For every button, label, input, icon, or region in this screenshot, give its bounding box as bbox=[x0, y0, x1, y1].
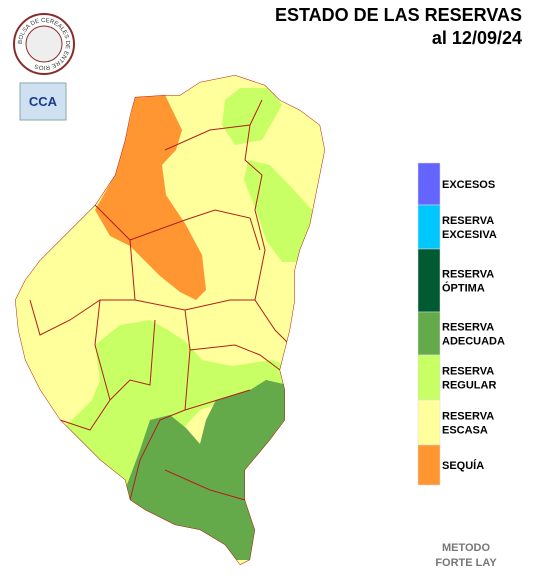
legend-label: ÓPTIMA bbox=[442, 282, 485, 295]
province-map bbox=[15, 75, 325, 565]
legend-label: SEQUÍA bbox=[442, 459, 484, 472]
legend-swatch bbox=[417, 444, 441, 486]
legend-label: ESCASA bbox=[442, 425, 488, 437]
legend-label: EXCESOS bbox=[442, 179, 495, 191]
date: al 12/09/24 bbox=[432, 28, 522, 48]
legend-label: EXCESIVA bbox=[442, 229, 497, 241]
cca-logo bbox=[19, 82, 67, 121]
legend-swatch bbox=[417, 311, 441, 356]
legend-label: RESERVA bbox=[442, 322, 494, 334]
legend-label: REGULAR bbox=[442, 380, 496, 392]
legend-label: RESERVA bbox=[442, 215, 494, 227]
footer-line: FORTE LAY bbox=[435, 557, 497, 569]
legend-label: RESERVA bbox=[442, 269, 494, 281]
legend-swatch bbox=[417, 162, 441, 206]
footer-line: METODO bbox=[442, 542, 491, 554]
legend-swatch bbox=[417, 248, 441, 313]
legend-label: RESERVA bbox=[442, 411, 494, 423]
bolsa-logo: BOLSA DE CEREALES DE ENTRE RIOS bbox=[13, 13, 75, 75]
legend-swatch bbox=[417, 399, 441, 446]
legend-label: RESERVA bbox=[442, 366, 494, 378]
title: ESTADO DE LAS RESERVAS bbox=[275, 5, 522, 25]
legend-swatch bbox=[417, 354, 441, 401]
cca-logo-text: CCA bbox=[29, 94, 58, 109]
legend-swatch bbox=[417, 204, 441, 250]
legend-label: ADECUADA bbox=[442, 336, 505, 348]
legend: EXCESOSRESERVAEXCESIVARESERVAÓPTIMARESER… bbox=[417, 162, 505, 486]
